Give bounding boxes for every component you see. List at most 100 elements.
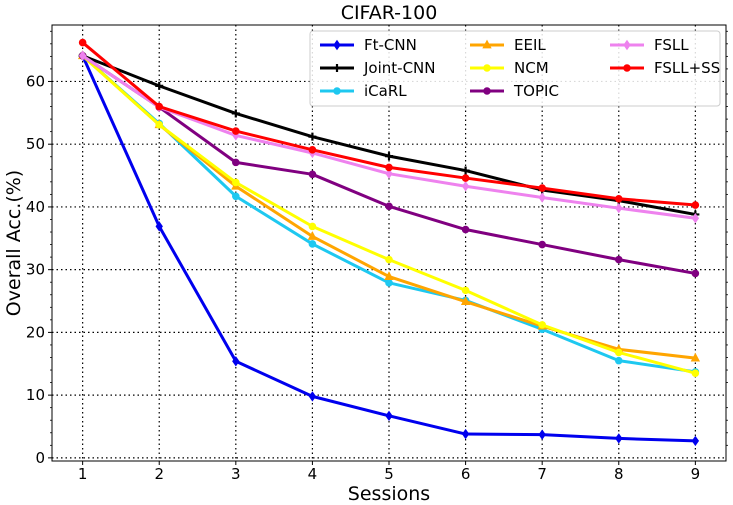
data-point-fsll xyxy=(78,50,87,61)
series-ncm xyxy=(78,51,700,377)
series-layer xyxy=(77,38,701,447)
series-fsll-ss xyxy=(78,38,700,209)
data-point-ft-cnn xyxy=(461,428,470,440)
legend-entry-fsll: FSLL xyxy=(610,36,689,54)
data-point-eeil xyxy=(307,231,318,240)
data-point-ft-cnn xyxy=(155,221,163,232)
data-point-topic xyxy=(308,170,317,179)
x-tick-label: 4 xyxy=(308,465,318,483)
data-point-ncm xyxy=(614,348,623,357)
data-point-ft-cnn xyxy=(232,356,240,367)
data-point-fsll-ss xyxy=(538,184,546,192)
data-point-icarl xyxy=(308,240,317,248)
y-axis-title: Overall Acc.(%) xyxy=(3,170,25,316)
data-point-ft-cnn xyxy=(538,429,546,440)
x-tick-label: 7 xyxy=(537,465,547,483)
x-axis-title: Sessions xyxy=(348,483,430,505)
series-ft-cnn xyxy=(78,50,700,447)
data-point-topic xyxy=(691,269,700,278)
data-point-ncm xyxy=(155,120,164,129)
legend-label-fsll: FSLL xyxy=(654,36,689,54)
data-point-ncm xyxy=(308,222,317,231)
data-point-joint-cnn xyxy=(155,81,164,90)
data-point-topic xyxy=(538,240,546,249)
chart-title: CIFAR-100 xyxy=(341,2,438,24)
data-point-ncm xyxy=(691,369,700,377)
data-point-fsll-ss xyxy=(385,163,393,172)
data-point-fsll-ss xyxy=(78,38,87,47)
data-point-icarl xyxy=(385,279,393,287)
legend-marker-fsll-ss xyxy=(623,64,631,72)
legend-entry-joint-cnn: Joint-CNN xyxy=(320,59,435,77)
legend-entry-eeil: EEIL xyxy=(470,36,546,54)
y-tick-label: 10 xyxy=(26,386,45,404)
legend-marker-icarl xyxy=(333,87,341,95)
data-point-ft-cnn xyxy=(691,435,700,447)
legend-box xyxy=(309,30,721,107)
y-tick-label: 60 xyxy=(26,72,45,90)
data-point-fsll xyxy=(461,181,470,192)
data-point-topic xyxy=(385,202,393,211)
y-tick-label: 20 xyxy=(26,323,45,341)
data-point-topic xyxy=(614,255,623,264)
x-tick-label: 9 xyxy=(691,465,701,483)
data-point-fsll-ss xyxy=(691,201,700,209)
legend-entry-icarl: iCaRL xyxy=(320,82,407,100)
legend-entry-topic: TOPIC xyxy=(470,82,559,100)
data-point-ncm xyxy=(461,286,470,295)
data-point-ft-cnn xyxy=(385,410,393,422)
data-point-fsll-ss xyxy=(155,102,164,111)
legend-marker-ncm xyxy=(483,64,491,72)
legend-label-ncm: NCM xyxy=(514,59,549,77)
data-point-ft-cnn xyxy=(308,391,317,402)
legend-label-eeil: EEIL xyxy=(514,36,546,54)
data-point-eeil xyxy=(460,296,471,306)
legend-entry-ft-cnn: Ft-CNN xyxy=(320,36,417,54)
legend-marker-joint-cnn xyxy=(333,64,341,72)
legend-label-joint-cnn: Joint-CNN xyxy=(363,59,435,77)
legend-label-fsll-ss: FSLL+SS xyxy=(654,59,720,77)
x-tick-label: 6 xyxy=(461,465,471,483)
data-point-joint-cnn xyxy=(231,109,240,118)
data-point-icarl xyxy=(232,192,240,201)
data-point-fsll xyxy=(385,168,393,179)
data-point-joint-cnn xyxy=(308,132,317,141)
x-tick-label: 3 xyxy=(231,465,241,483)
data-point-icarl xyxy=(614,356,623,365)
y-tick-label: 30 xyxy=(26,261,45,279)
axis-ticks: 1 2 3 4 5 6 7 8 9 0 10 20 30 40 50 60 xyxy=(26,30,728,483)
data-point-topic xyxy=(461,225,470,234)
x-tick-label: 2 xyxy=(154,465,164,483)
x-tick-label: 1 xyxy=(78,465,88,483)
data-point-joint-cnn xyxy=(385,152,393,161)
x-tick-label: 8 xyxy=(614,465,624,483)
legend-entry-fsll-ss: FSLL+SS xyxy=(610,59,720,77)
legend-marker-topic xyxy=(483,87,491,95)
data-point-fsll xyxy=(538,192,546,203)
data-point-eeil xyxy=(690,352,701,362)
y-tick-label: 50 xyxy=(26,135,45,153)
data-point-ft-cnn xyxy=(615,433,623,444)
data-point-fsll-ss xyxy=(232,127,240,135)
legend-marker-fsll xyxy=(623,39,631,51)
legend-marker-eeil xyxy=(482,39,492,49)
series-topic xyxy=(78,51,700,278)
legend-label-icarl: iCaRL xyxy=(364,82,407,100)
data-point-fsll-ss xyxy=(461,174,470,182)
data-point-topic xyxy=(232,158,240,167)
legend-entry-ncm: NCM xyxy=(470,59,549,77)
data-point-fsll-ss xyxy=(308,146,317,154)
data-point-fsll xyxy=(615,202,623,214)
data-point-fsll xyxy=(691,213,700,224)
data-point-ncm xyxy=(385,255,393,264)
data-point-fsll-ss xyxy=(614,194,623,203)
legend-marker-ft-cnn xyxy=(333,39,341,51)
data-point-ncm xyxy=(232,178,240,187)
data-point-joint-cnn xyxy=(461,166,470,175)
legend-label-ft-cnn: Ft-CNN xyxy=(364,36,417,54)
y-tick-label: 0 xyxy=(35,449,45,467)
y-tick-label: 40 xyxy=(26,198,45,216)
legend-label-topic: TOPIC xyxy=(513,82,559,100)
x-tick-label: 5 xyxy=(384,465,394,483)
